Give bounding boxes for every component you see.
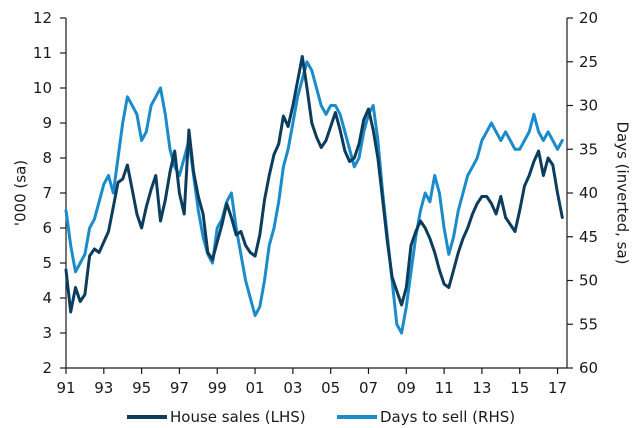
y-left-tick-label: 2 — [42, 359, 52, 377]
x-tick-label: 95 — [132, 379, 151, 397]
x-tick-label: 93 — [94, 379, 113, 397]
y-left-tick-label: 7 — [42, 184, 52, 202]
series-line-days-to-sell — [64, 60, 564, 335]
y-right-tick-label: 20 — [579, 9, 598, 27]
y-left-tick-label: 4 — [42, 289, 52, 307]
y-left-axis-title: '000 (sa) — [12, 160, 30, 226]
y-left-tick-label: 8 — [42, 149, 52, 167]
y-left-tick-label: 10 — [33, 79, 52, 97]
y-left-tick-label: 3 — [42, 324, 52, 342]
y-right-tick-label: 40 — [579, 184, 598, 202]
x-tick-label: 17 — [548, 379, 567, 397]
y-right-tick-label: 55 — [579, 315, 598, 333]
axes — [65, 18, 568, 369]
y-left-tick-label: 12 — [33, 9, 52, 27]
y-left-tick-label: 5 — [42, 254, 52, 272]
y-right-tick-label: 50 — [579, 272, 598, 290]
x-tick-label: 91 — [56, 379, 75, 397]
y-right-tick-label: 60 — [579, 359, 598, 377]
legend: House sales (LHS) Days to sell (RHS) — [127, 408, 515, 426]
x-tick-label: 13 — [472, 379, 491, 397]
x-tick-label: 03 — [283, 379, 302, 397]
y-left-tick-label: 11 — [33, 44, 52, 62]
y-right-tick-label: 25 — [579, 53, 598, 71]
legend-item-days-to-sell: Days to sell (RHS) — [337, 408, 515, 426]
x-tick-label: 99 — [208, 379, 227, 397]
x-axis-ticks: 91 93 95 97 99 01 03 05 07 09 11 13 15 17 — [56, 368, 567, 397]
x-tick-label: 01 — [246, 379, 265, 397]
y-right-axis-title: Days (inverted, sa) — [614, 121, 632, 264]
y-right-tick-label: 35 — [579, 140, 598, 158]
y-left-tick-label: 9 — [42, 114, 52, 132]
legend-label-days-to-sell: Days to sell (RHS) — [380, 408, 515, 426]
legend-label-house-sales: House sales (LHS) — [170, 408, 306, 426]
series-lines — [64, 55, 564, 335]
x-tick-label: 07 — [359, 379, 378, 397]
legend-item-house-sales: House sales (LHS) — [127, 408, 306, 426]
series-line-house-sales — [64, 55, 564, 314]
y-right-tick-label: 30 — [579, 97, 598, 115]
x-tick-label: 11 — [435, 379, 454, 397]
y-right-axis-ticks: 20 25 30 35 40 45 50 55 60 — [567, 9, 598, 377]
x-tick-label: 05 — [321, 379, 340, 397]
y-left-axis-ticks: 2 3 4 5 6 7 8 9 10 11 12 — [33, 9, 66, 377]
x-tick-label: 15 — [510, 379, 529, 397]
x-tick-label: 09 — [397, 379, 416, 397]
x-tick-label: 97 — [170, 379, 189, 397]
y-right-tick-label: 45 — [579, 228, 598, 246]
y-left-tick-label: 6 — [42, 219, 52, 237]
